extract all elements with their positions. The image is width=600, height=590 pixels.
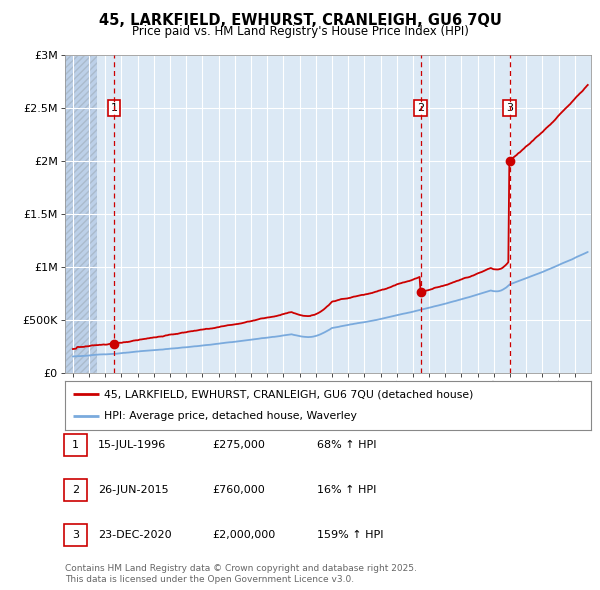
Text: £275,000: £275,000 (212, 440, 265, 450)
Text: 2: 2 (72, 485, 79, 495)
Text: 1: 1 (72, 440, 79, 450)
Text: Contains HM Land Registry data © Crown copyright and database right 2025.: Contains HM Land Registry data © Crown c… (65, 565, 416, 573)
Text: Price paid vs. HM Land Registry's House Price Index (HPI): Price paid vs. HM Land Registry's House … (131, 25, 469, 38)
Text: £760,000: £760,000 (212, 485, 265, 495)
Text: 15-JUL-1996: 15-JUL-1996 (98, 440, 166, 450)
Text: HPI: Average price, detached house, Waverley: HPI: Average price, detached house, Wave… (104, 411, 357, 421)
Text: 68% ↑ HPI: 68% ↑ HPI (317, 440, 376, 450)
Bar (65, 55, 97, 373)
Text: 159% ↑ HPI: 159% ↑ HPI (317, 530, 383, 540)
Text: 2: 2 (417, 103, 424, 113)
Text: 45, LARKFIELD, EWHURST, CRANLEIGH, GU6 7QU (detached house): 45, LARKFIELD, EWHURST, CRANLEIGH, GU6 7… (104, 389, 473, 399)
Text: 16% ↑ HPI: 16% ↑ HPI (317, 485, 376, 495)
Text: This data is licensed under the Open Government Licence v3.0.: This data is licensed under the Open Gov… (65, 575, 354, 584)
Text: 3: 3 (506, 103, 513, 113)
Bar (65, 55, 97, 373)
Text: 1: 1 (110, 103, 118, 113)
Text: 45, LARKFIELD, EWHURST, CRANLEIGH, GU6 7QU: 45, LARKFIELD, EWHURST, CRANLEIGH, GU6 7… (98, 13, 502, 28)
Text: 23-DEC-2020: 23-DEC-2020 (98, 530, 172, 540)
Text: 26-JUN-2015: 26-JUN-2015 (98, 485, 169, 495)
Text: £2,000,000: £2,000,000 (212, 530, 275, 540)
Text: 3: 3 (72, 530, 79, 540)
